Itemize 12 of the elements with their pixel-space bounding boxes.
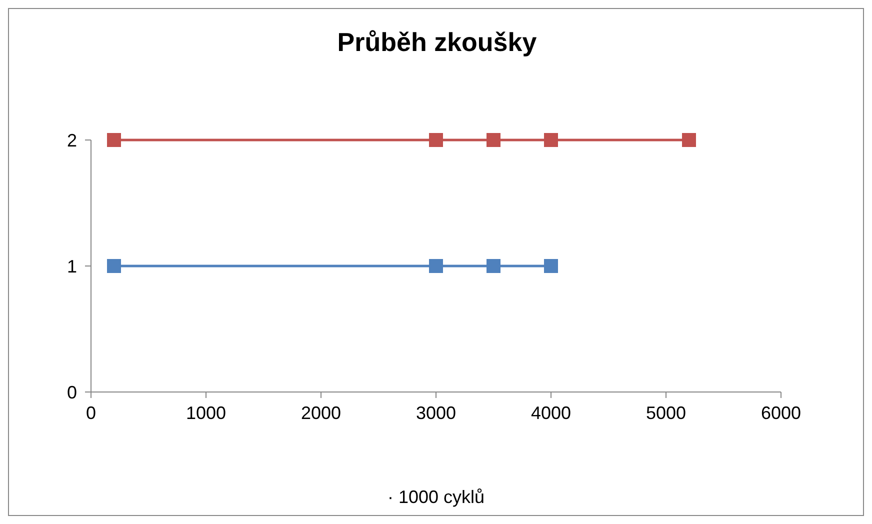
x-tick-label: 2000 [300,402,342,423]
x-tick-label: 1000 [186,402,226,423]
chart-title: Průběh zkoušky [336,27,538,58]
y-tick-label: 0 [66,382,77,402]
x-tick-label: 6000 [760,402,802,423]
x-axis-title: · 1000 cyklů [387,487,485,507]
y-tick-label: 2 [66,130,77,150]
x-tick-label: 3000 [416,402,456,423]
y-tick-label: 1 [66,256,77,276]
x-tick-label: 5000 [646,402,686,423]
x-tick-label: 0 [86,402,96,423]
x-tick-label: 4000 [530,402,572,423]
